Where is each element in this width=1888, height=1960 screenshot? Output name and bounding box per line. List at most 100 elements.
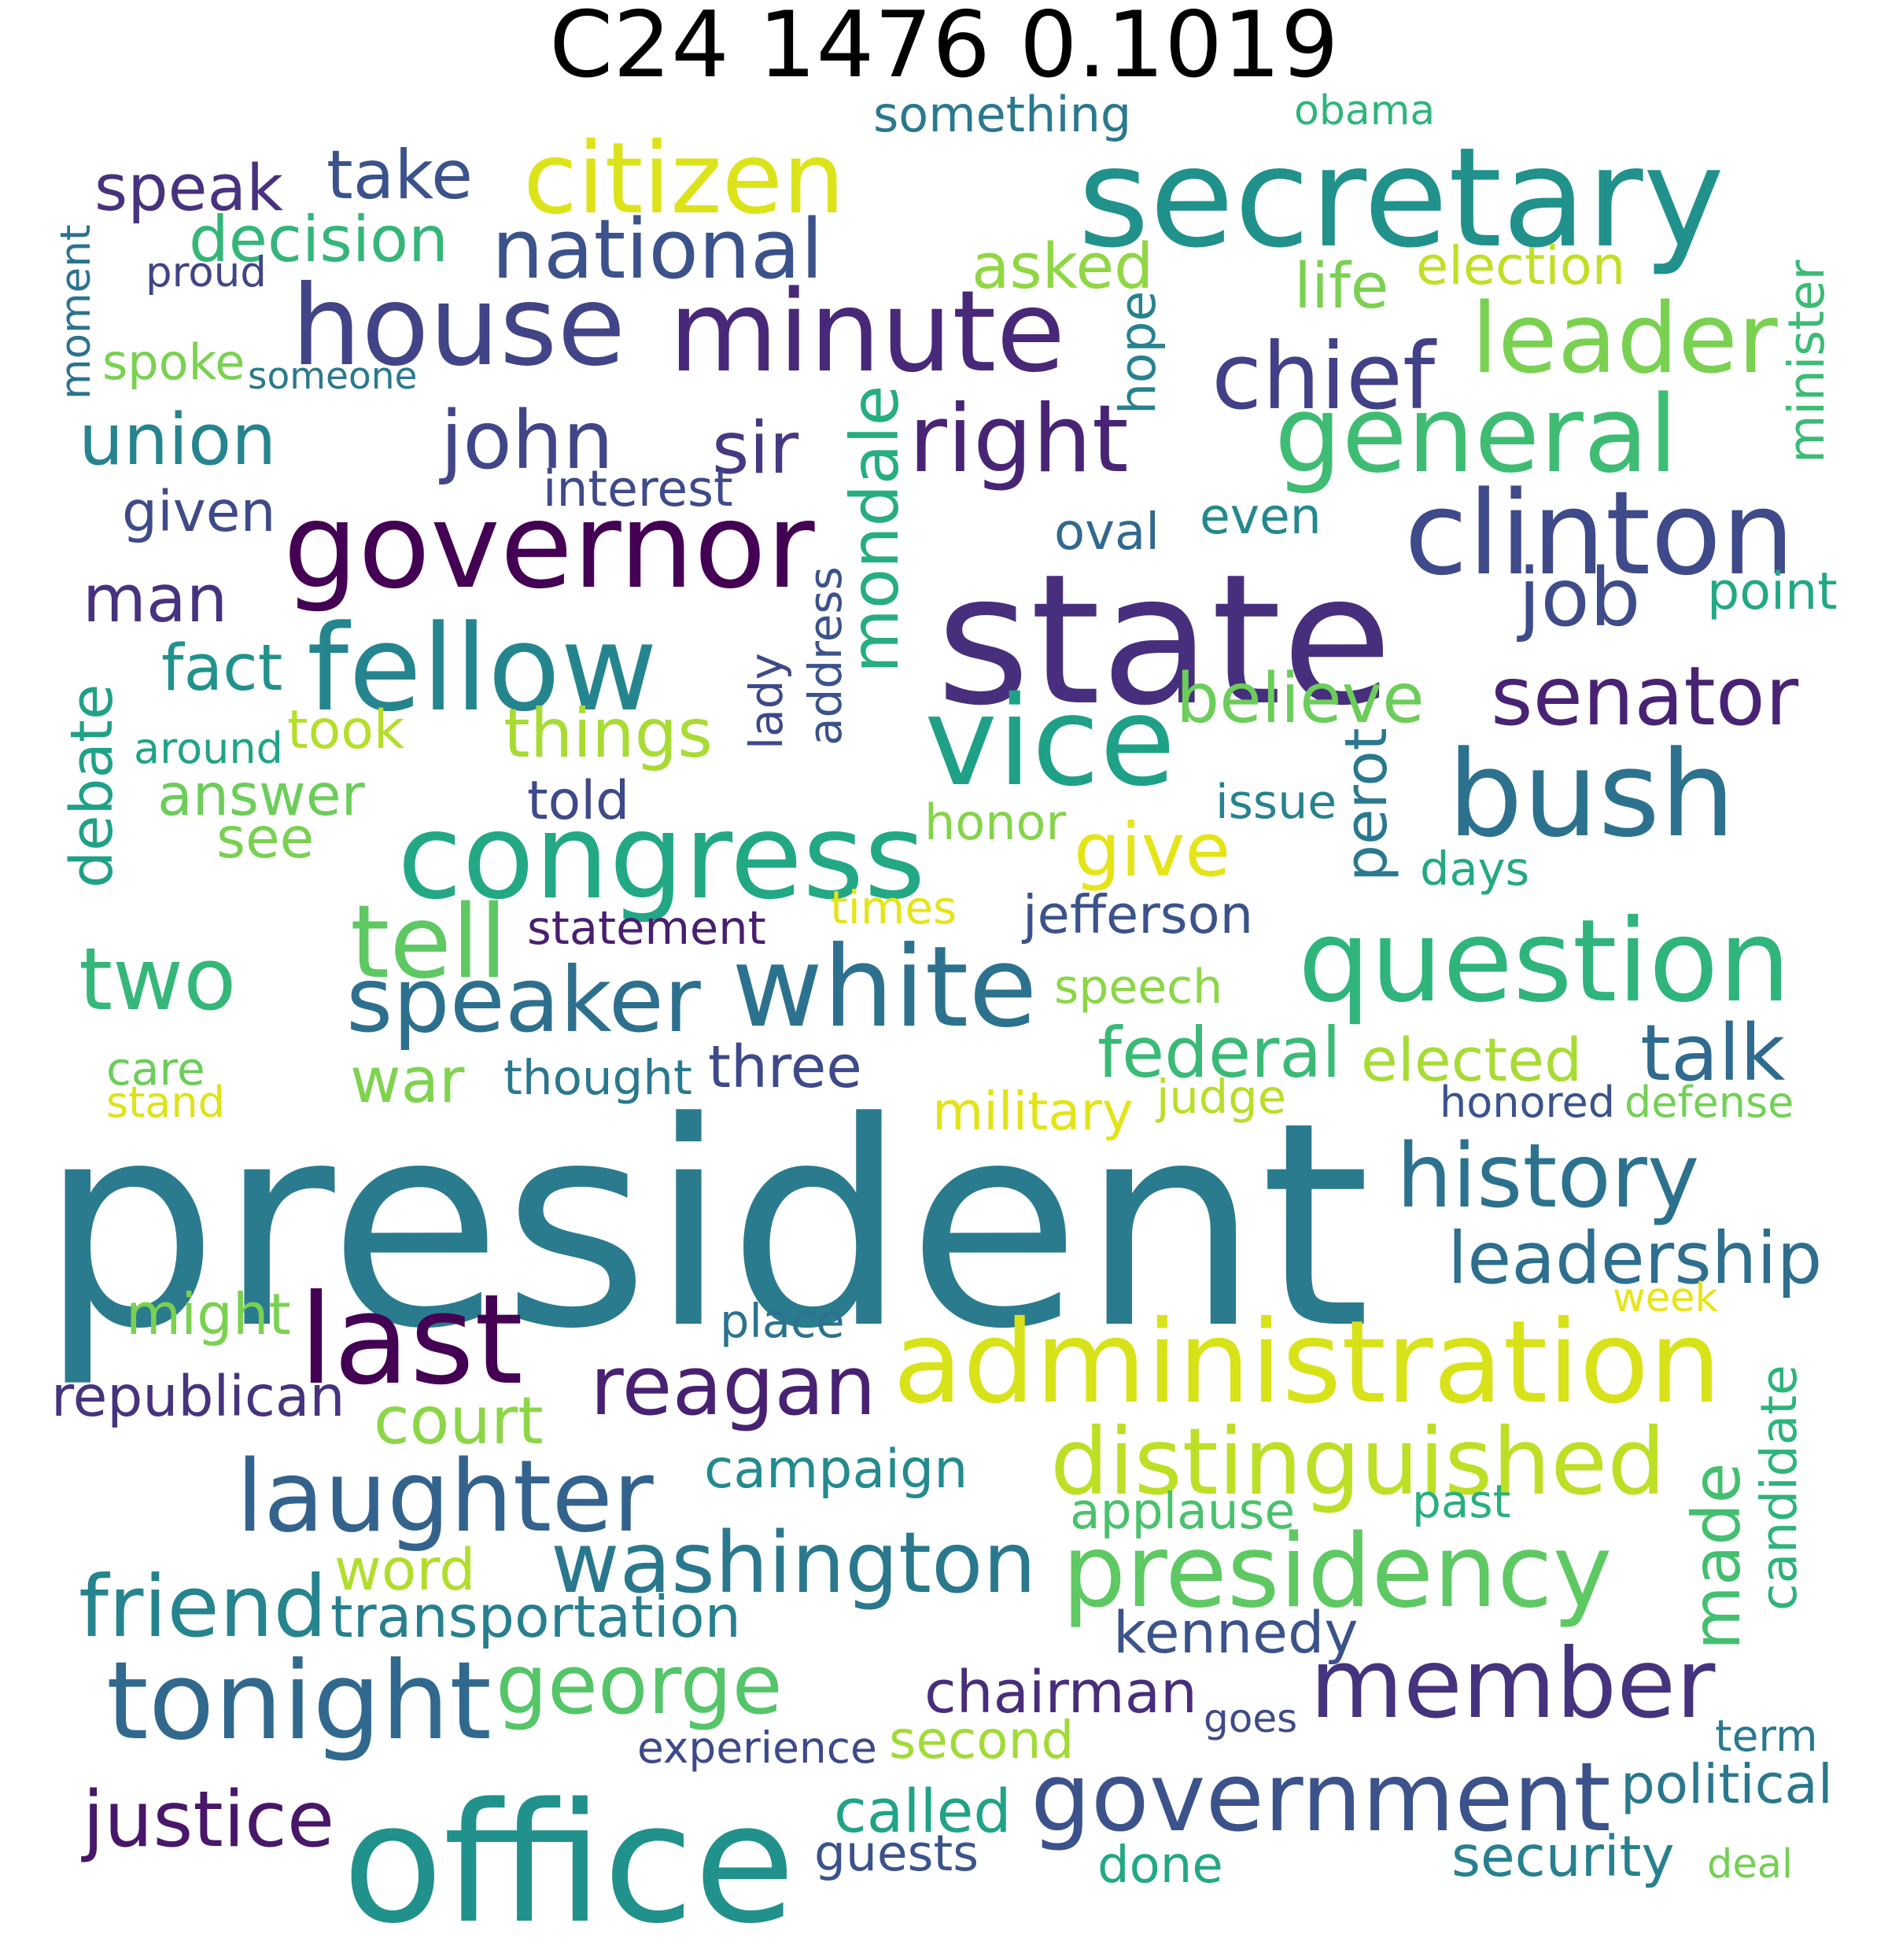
cloud-word: reagan	[590, 1338, 876, 1434]
cloud-word: minute	[669, 266, 1066, 397]
cloud-word: give	[1074, 808, 1231, 893]
cloud-word: lady	[739, 653, 793, 750]
cloud-word: president	[39, 1062, 1371, 1391]
cloud-word: made	[1678, 1463, 1755, 1651]
cloud-word: oval	[1054, 503, 1160, 562]
cloud-word: minister	[1778, 260, 1835, 463]
cloud-word: answer	[157, 762, 365, 829]
cloud-word: defense	[1624, 1078, 1794, 1127]
cloud-word: job	[1518, 551, 1641, 645]
cloud-word: term	[1715, 1711, 1818, 1761]
cloud-word: days	[1420, 842, 1530, 896]
cloud-word: speech	[1054, 960, 1223, 1015]
cloud-word: man	[83, 561, 228, 637]
cloud-word: military	[932, 1081, 1134, 1142]
cloud-word: called	[834, 1776, 1012, 1846]
cloud-word: fact	[161, 632, 283, 706]
cloud-word: laughter	[236, 1439, 654, 1554]
cloud-word: done	[1097, 1837, 1223, 1895]
cloud-word: republican	[51, 1364, 345, 1429]
cloud-word: office	[342, 1767, 796, 1960]
cloud-word: stand	[106, 1078, 225, 1127]
cloud-word: washington	[551, 1515, 1037, 1612]
cloud-word: honored	[1440, 1078, 1616, 1127]
cloud-word: member	[1310, 1628, 1716, 1740]
cloud-word: history	[1396, 1126, 1700, 1228]
cloud-word: congress	[397, 789, 926, 926]
cloud-word: things	[503, 694, 714, 773]
cloud-word: deal	[1707, 1841, 1794, 1888]
cloud-word: times	[830, 881, 957, 934]
cloud-word: might	[126, 1281, 291, 1347]
cloud-word: debate	[58, 684, 126, 889]
cloud-word: place	[720, 1294, 845, 1348]
cloud-word: point	[1707, 562, 1838, 621]
cloud-word: friend	[79, 1558, 327, 1656]
cloud-word: leadership	[1447, 1218, 1823, 1300]
cloud-word: sir	[712, 407, 799, 490]
cloud-word: speak	[94, 152, 283, 226]
cloud-word: judge	[1156, 1070, 1286, 1124]
cloud-word: given	[122, 479, 276, 544]
cloud-word: thought	[503, 1050, 692, 1106]
cloud-word: told	[527, 770, 630, 832]
cloud-word: perot	[1333, 728, 1400, 882]
page-title: C24 1476 0.1019	[549, 0, 1339, 98]
cloud-word: talk	[1640, 1008, 1786, 1099]
cloud-word: justice	[83, 1775, 335, 1865]
cloud-word: someone	[248, 355, 418, 398]
cloud-word: something	[873, 86, 1132, 143]
cloud-word: statement	[527, 901, 766, 955]
cloud-word: chairman	[924, 1659, 1197, 1726]
cloud-word: goes	[1204, 1696, 1298, 1741]
cloud-word: court	[374, 1383, 544, 1459]
cloud-word: word	[334, 1537, 476, 1604]
cloud-word: administration	[893, 1296, 1722, 1429]
word-cloud: president state secretary office administrat…	[39, 86, 1838, 1947]
cloud-word: last	[299, 1268, 523, 1413]
cloud-word: proud	[146, 249, 267, 297]
cloud-word: right	[909, 385, 1129, 494]
cloud-word: around	[134, 724, 283, 773]
cloud-word: federal	[1097, 1012, 1341, 1093]
cloud-word: believe	[1176, 658, 1425, 739]
cloud-word: clinton	[1404, 466, 1795, 601]
cloud-word: citizen	[523, 122, 845, 236]
cloud-word: even	[1200, 488, 1322, 545]
cloud-word: address	[798, 566, 852, 746]
cloud-word: security	[1451, 1824, 1675, 1889]
cloud-word: past	[1412, 1475, 1511, 1528]
cloud-word: issue	[1215, 775, 1337, 830]
cloud-word: honor	[924, 794, 1066, 851]
cloud-word: asked	[972, 230, 1154, 303]
cloud-word: campaign	[704, 1439, 968, 1501]
cloud-word: week	[1613, 1275, 1718, 1321]
cloud-word: house	[291, 262, 626, 391]
cloud-word: second	[889, 1710, 1075, 1770]
cloud-word: question	[1298, 895, 1791, 1028]
cloud-word: speaker	[346, 948, 701, 1052]
cloud-word: applause	[1070, 1483, 1296, 1540]
cloud-word: white	[732, 923, 1038, 1052]
cloud-word: tonight	[106, 1639, 492, 1764]
cloud-word: took	[287, 699, 405, 761]
cloud-word: war	[350, 1044, 465, 1117]
cloud-word: state	[936, 536, 1393, 746]
cloud-word: vice	[924, 670, 1176, 814]
cloud-word: presidency	[1062, 1513, 1613, 1630]
cloud-word: distinguished	[1050, 1408, 1666, 1516]
cloud-word: national	[492, 201, 824, 297]
cloud-word: tell	[350, 884, 508, 1001]
cloud-word: decision	[189, 203, 448, 276]
cloud-word: candidate	[1750, 1365, 1808, 1611]
cloud-word: take	[326, 136, 474, 215]
cloud-word: three	[708, 1033, 862, 1101]
cloud-word: elected	[1361, 1025, 1583, 1095]
cloud-word: george	[496, 1637, 783, 1733]
cloud-word: election	[1416, 235, 1626, 297]
cloud-word: hope	[1109, 291, 1167, 415]
cloud-word: political	[1621, 1753, 1833, 1816]
cloud-word: government	[1031, 1742, 1611, 1853]
cloud-word: leader	[1471, 283, 1778, 396]
cloud-word: general	[1274, 373, 1679, 496]
